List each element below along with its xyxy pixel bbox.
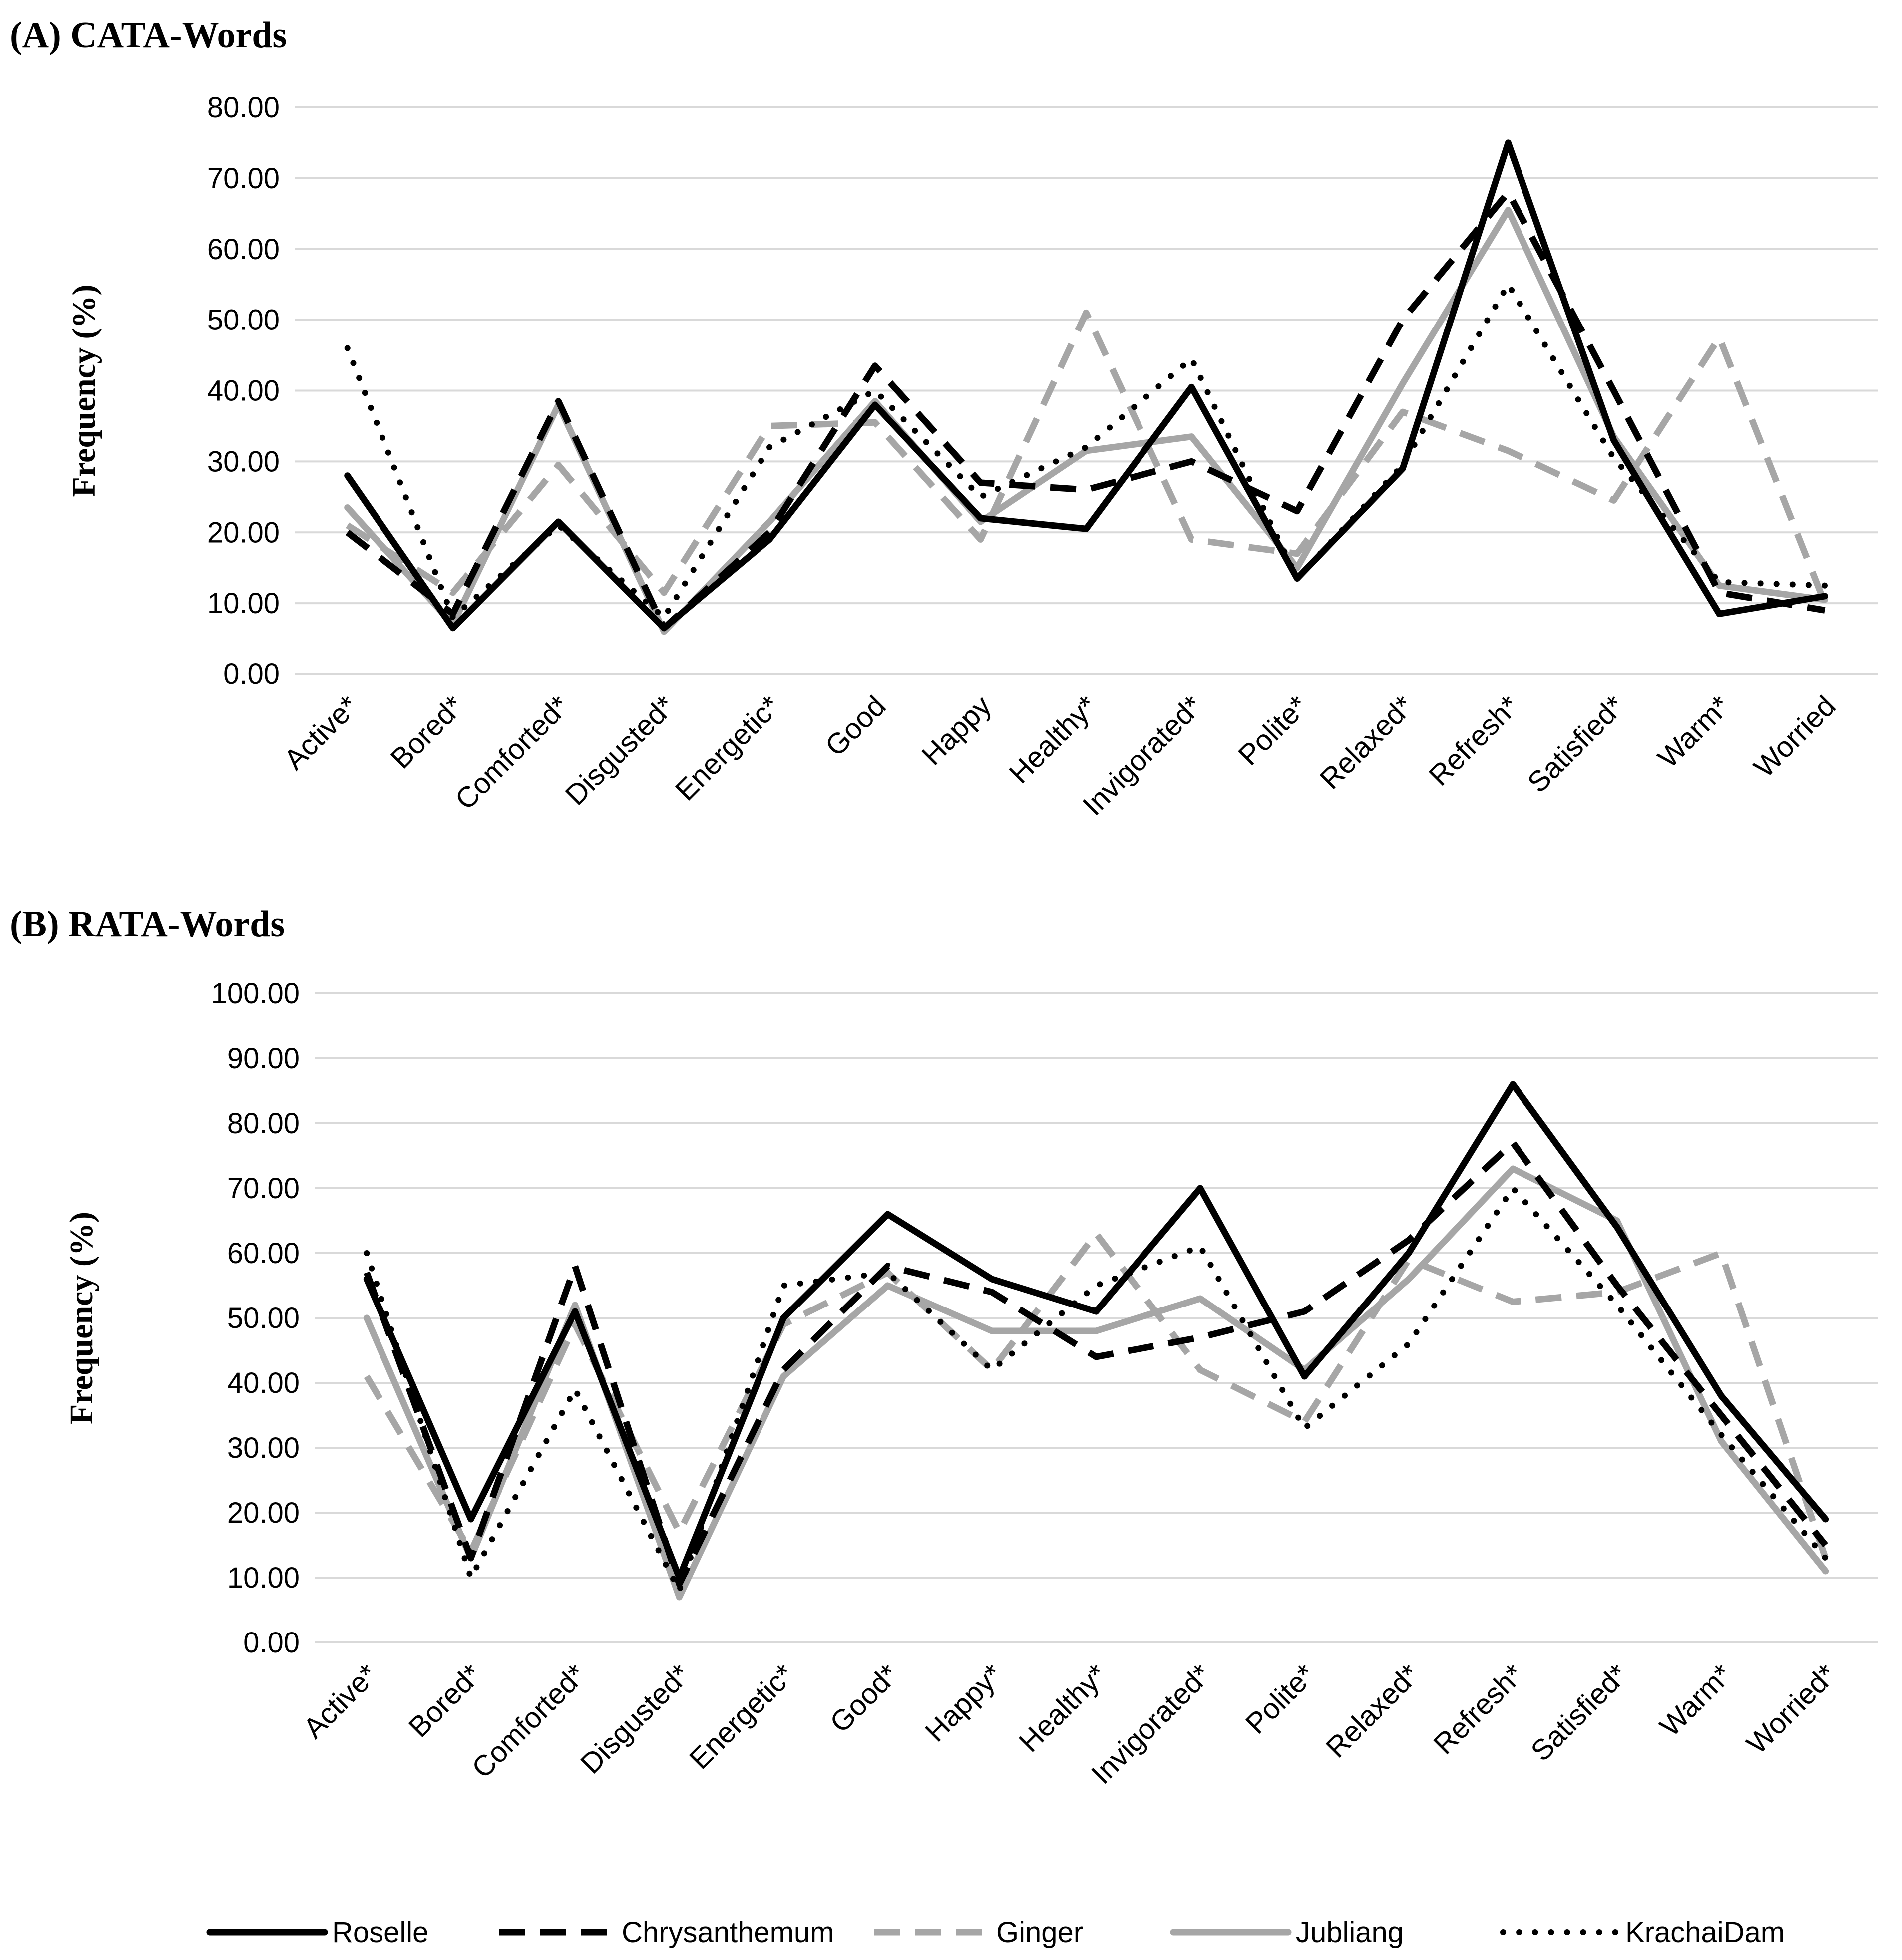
y-tick-label: 70.00 xyxy=(227,1172,300,1205)
x-tick-label: Polite* xyxy=(1232,689,1314,772)
x-tick-label: Relaxed* xyxy=(1320,1658,1426,1764)
x-tick-label: Healthy* xyxy=(1003,689,1103,790)
y-tick-label: 10.00 xyxy=(227,1562,300,1594)
y-tick-label: 80.00 xyxy=(227,1107,300,1140)
y-tick-label: 90.00 xyxy=(227,1042,300,1075)
x-tick-label: Bored* xyxy=(384,689,470,775)
legend-label-ginger: Ginger xyxy=(996,1916,1083,1949)
x-tick-label: Energetic* xyxy=(683,1658,800,1775)
series-line-krachaidam xyxy=(364,1185,1829,1594)
panel-cata-words: (A) CATA-Words Frequency (%) 0.00 10.00 20.0… xyxy=(10,15,1878,822)
x-tick-label: Happy xyxy=(915,689,998,772)
y-tick-label: 50.00 xyxy=(227,1302,300,1334)
x-tick-label: Worried xyxy=(1748,689,1842,784)
x-tick-label: Worried* xyxy=(1740,1658,1843,1760)
series-line-ginger xyxy=(346,309,1828,605)
series-line-ginger xyxy=(364,1230,1829,1560)
y-axis-title: Frequency (%) xyxy=(63,1212,100,1424)
y-tick-label: 10.00 xyxy=(207,587,280,620)
series-line-roselle xyxy=(363,1081,1829,1581)
legend: Roselle Chrysanthemum Ginger Jubliang Kracha… xyxy=(206,1916,1785,1949)
x-tick-label: Active* xyxy=(278,689,365,776)
legend-label-krachaidam: KrachaiDam xyxy=(1625,1916,1785,1949)
x-tick-label: Refresh* xyxy=(1423,689,1525,792)
x-tick-label: Active* xyxy=(297,1658,384,1745)
y-tick-label: 0.00 xyxy=(223,658,280,690)
series-line-krachaidam xyxy=(344,281,1828,621)
y-tick-label: 30.00 xyxy=(227,1432,300,1464)
y-tick-label: 30.00 xyxy=(207,445,280,478)
y-tick-label: 40.00 xyxy=(207,375,280,407)
y-tick-label: 40.00 xyxy=(227,1367,300,1399)
y-tick-label: 80.00 xyxy=(207,91,280,124)
x-tick-label: Satisfied* xyxy=(1522,689,1631,799)
x-tick-label: Comforted* xyxy=(465,1658,592,1784)
x-tick-label: Disgusted* xyxy=(574,1658,696,1780)
x-tick-label: Warm* xyxy=(1651,689,1736,774)
x-tick-label: Comforted* xyxy=(449,689,575,816)
y-axis-title: Frequency (%) xyxy=(66,285,102,497)
panel-rata-words: (B) RATA-Words Frequency (%) 0.00 10.00 20.0… xyxy=(10,904,1878,1790)
y-tick-label: 100.00 xyxy=(211,978,300,1010)
y-tick-label: 20.00 xyxy=(207,516,280,549)
legend-label-roselle: Roselle xyxy=(332,1916,428,1949)
chart-title: (B) RATA-Words xyxy=(10,904,285,945)
y-tick-label: 20.00 xyxy=(227,1497,300,1529)
series-line-chrysanthemum xyxy=(364,1139,1828,1588)
x-tick-label: Refresh* xyxy=(1427,1658,1530,1761)
chart-title: (A) CATA-Words xyxy=(10,15,287,56)
y-tick-label: 60.00 xyxy=(207,233,280,266)
legend-label-jubliang: Jubliang xyxy=(1296,1916,1404,1949)
x-tick-label: Relaxed* xyxy=(1314,689,1420,795)
y-tick-label: 50.00 xyxy=(207,304,280,336)
series-line-roselle xyxy=(344,139,1828,632)
x-tick-label: Good xyxy=(819,689,892,762)
x-tick-label: Satisfied* xyxy=(1524,1658,1634,1767)
y-tick-label: 60.00 xyxy=(227,1237,300,1270)
legend-label-chrysanthemum: Chrysanthemum xyxy=(622,1916,834,1949)
x-tick-label: Energetic* xyxy=(669,689,786,807)
y-tick-label: 0.00 xyxy=(243,1627,300,1659)
x-tick-label: Bored* xyxy=(402,1658,488,1743)
x-tick-label: Warm* xyxy=(1653,1658,1738,1743)
x-tick-label: Good* xyxy=(824,1658,905,1739)
series-line-chrysanthemum xyxy=(345,189,1826,632)
x-tick-label: Disgusted* xyxy=(559,689,681,811)
y-tick-label: 70.00 xyxy=(207,162,280,195)
x-tick-label: Polite* xyxy=(1239,1658,1322,1740)
x-tick-label: Happy* xyxy=(919,1658,1009,1748)
x-tick-label: Healthy* xyxy=(1013,1658,1113,1758)
